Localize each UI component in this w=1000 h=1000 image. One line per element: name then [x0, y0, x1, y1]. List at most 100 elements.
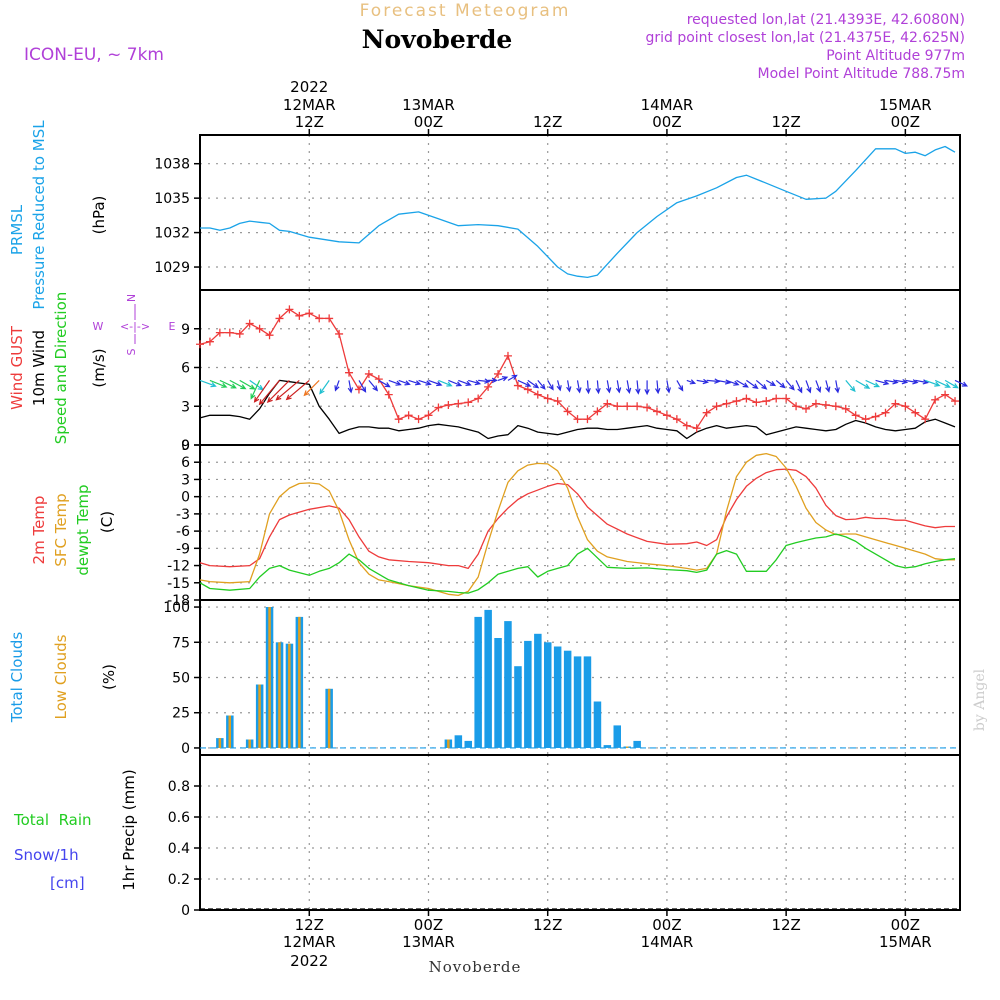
bottom-label-1-0: 00Z	[414, 916, 443, 934]
wind-arrow-56	[755, 379, 768, 390]
wind-arrow-59	[785, 380, 795, 391]
gust-marker-55	[742, 394, 751, 403]
wind-arrow-50	[696, 378, 709, 385]
wind-label-dir: Speed and Direction	[52, 292, 70, 445]
ytick-label-precip-4: 0.8	[168, 779, 190, 795]
total-cloud-bar-18	[534, 633, 542, 748]
wind-arrow-19	[388, 379, 402, 386]
wind-arrow-62	[815, 380, 822, 393]
gust-marker-0	[196, 340, 204, 349]
low-cloud-bar-6	[288, 643, 291, 748]
wind-arrow-68	[875, 379, 890, 386]
wind-arrow-11	[285, 379, 310, 401]
ytick-label-pressure-2: 1035	[154, 191, 190, 207]
gust-marker-4	[235, 329, 244, 338]
compass-n: N	[125, 294, 138, 302]
ytick-label-temperature-4: -6	[176, 524, 190, 540]
wind-arrow-26	[458, 379, 472, 386]
precip-panel: Total Rain Snow/1h [cm] 1hr Precip (mm) …	[13, 754, 961, 919]
gust-marker-10	[295, 311, 304, 320]
low-cloud-bar-2	[248, 739, 251, 748]
ytick-label-temperature-5: -3	[176, 507, 190, 523]
wind-arrow-1	[209, 379, 228, 388]
total-cloud-bar-17	[524, 640, 532, 748]
gust-marker-50	[692, 424, 701, 433]
cloud-unit: (%)	[100, 664, 118, 690]
total-cloud-bar-10	[454, 735, 463, 748]
wind-arrow-7	[253, 380, 270, 403]
wind-arrow-43	[625, 380, 632, 395]
wind-arrow-55	[746, 379, 759, 389]
clouds-panel: Total Clouds Low Clouds (%) 0 25 50 75 100	[8, 599, 961, 757]
wind-arrow-66	[855, 379, 871, 389]
wind-arrow-57	[765, 379, 777, 387]
gust-marker-49	[682, 421, 691, 430]
ytick-label-clouds-0: 0	[181, 741, 190, 757]
wind-arrow-30	[497, 376, 509, 382]
wind-arrow-45	[644, 380, 650, 396]
gust-marker-56	[752, 398, 761, 407]
wind-arrow-71	[905, 379, 919, 385]
top-label-2-2: 12Z	[533, 113, 562, 131]
low-cloud-bar-5	[278, 642, 281, 748]
top-label-0-0: 2022	[290, 78, 328, 96]
gust-marker-51	[702, 408, 711, 417]
gust-marker-27	[464, 398, 473, 407]
ytick-label-temperature-2: -12	[167, 559, 190, 575]
wind-arrow-51	[706, 378, 721, 384]
gust-marker-45	[643, 403, 652, 412]
total-cloud-bar-23	[583, 656, 592, 748]
bottom-label-0-1: 12MAR	[283, 933, 336, 951]
temp-label-sfc: SFC Temp	[52, 493, 70, 566]
temp-label-dewpt: dewpt Temp	[74, 484, 92, 575]
ytick-label-precip-3: 0.6	[168, 810, 190, 826]
clouds-label: Total Clouds Low Clouds (%)	[8, 632, 118, 724]
gust-line	[199, 308, 956, 429]
gust-marker-67	[861, 415, 870, 424]
temp-label-2m: 2m Temp	[30, 496, 48, 565]
wind-arrow-65	[845, 380, 856, 393]
wind-arrow-75	[944, 379, 959, 389]
wind-arrow-3	[229, 379, 247, 390]
wind-arrow-15	[347, 380, 354, 394]
ytick-label-precip-2: 0.4	[168, 841, 190, 857]
subtitle: Forecast Meteogram	[360, 1, 571, 21]
wind-arrow-67	[865, 379, 881, 388]
wind-arrow-18	[378, 379, 391, 388]
gust-marker-72	[911, 408, 920, 417]
gridpoint-coords: grid point closest lon,lat (21.4375E, 42…	[645, 30, 965, 46]
gust-marker-46	[652, 407, 661, 416]
compass-s: S	[125, 348, 138, 355]
wind-arrow-4	[239, 379, 256, 390]
temperature-panel: 2m Temp SFC Temp dewpt Temp (C) -18-15-1…	[30, 438, 961, 609]
gust-marker-25	[444, 400, 453, 409]
gust-marker-26	[454, 399, 463, 408]
total-cloud-bar-22	[573, 656, 582, 748]
compass-cross: <-|->	[120, 320, 150, 333]
bottom-label-0-0: 12Z	[295, 916, 324, 934]
wind-speed-line	[199, 379, 956, 440]
pressure-label-line2: Pressure Reduced to MSL	[30, 120, 48, 310]
gust-marker-60	[792, 402, 801, 411]
wind-arrow-44	[635, 380, 641, 395]
gust-marker-53	[722, 399, 731, 408]
ytick-label-clouds-3: 75	[172, 635, 190, 651]
low-cloud-bar-3	[258, 684, 261, 748]
ytick-label-precip-0: 0	[181, 903, 190, 919]
gust-marker-74	[931, 395, 940, 404]
total-cloud-bar-25	[603, 745, 612, 748]
bottom-label-5-1: 15MAR	[879, 933, 932, 951]
wind-arrow-29	[488, 377, 498, 384]
gust-marker-6	[255, 324, 264, 333]
gust-marker-76	[951, 397, 960, 406]
wind-arrow-46	[654, 380, 661, 395]
low-cloud-bar-27	[625, 746, 629, 748]
top-label-1-2: 00Z	[414, 113, 443, 131]
gust-marker-54	[732, 397, 741, 406]
ytick-label-pressure-3: 1038	[154, 157, 190, 173]
gust-marker-62	[811, 399, 820, 408]
gust-marker-68	[871, 412, 880, 421]
gust-marker-47	[662, 411, 671, 420]
